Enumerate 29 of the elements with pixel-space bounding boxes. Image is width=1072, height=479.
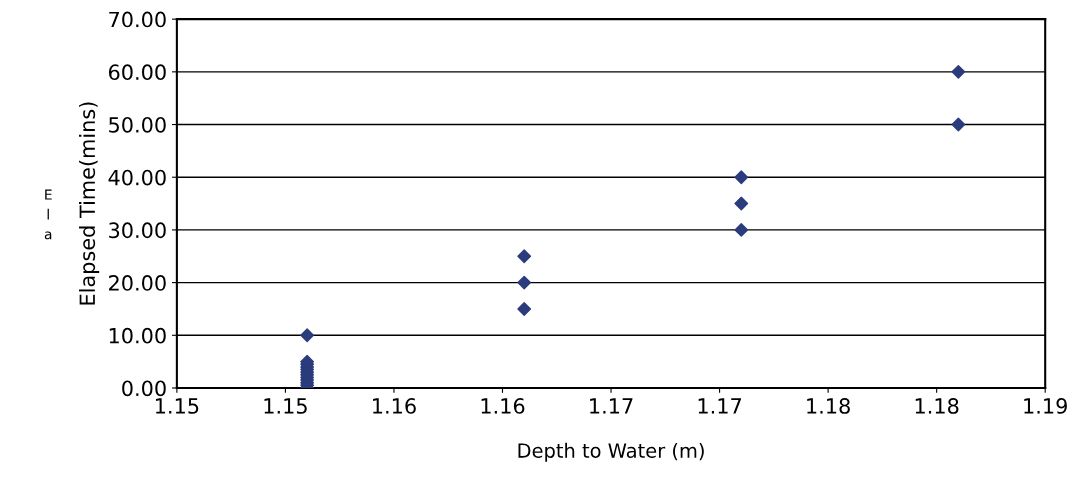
x-tick-label: 1.17 <box>698 398 741 414</box>
x-tick-label: 1.18 <box>915 398 959 414</box>
y-tick-label: 50.00 <box>109 116 166 133</box>
point <box>517 275 532 290</box>
y-tick-label: 0.00 <box>122 380 166 397</box>
x-axis-title: Depth to Water (m) <box>518 442 704 462</box>
x-tick-label: 1.15 <box>264 398 307 414</box>
y-tick-label: 60.00 <box>108 64 166 81</box>
x-tick-label: 1.17 <box>590 398 633 414</box>
x-tick-label: 1.16 <box>481 398 525 414</box>
x-tick-label: 1.19 <box>1024 398 1067 414</box>
point <box>517 302 532 316</box>
y-tick-label: 10.00 <box>109 327 166 344</box>
x-tick-label: 1.16 <box>373 398 416 414</box>
x-tick-label: 1.15 <box>155 398 199 414</box>
y-tick-label: 70.00 <box>109 11 166 28</box>
point <box>517 249 532 264</box>
point <box>734 223 749 237</box>
y-tick-label: 40.00 <box>108 169 166 186</box>
y-axis-title: Elapsed Time(mins) <box>79 102 100 305</box>
point <box>734 196 749 211</box>
point <box>300 328 315 343</box>
x-tick-label: 1.18 <box>807 398 850 414</box>
point <box>951 64 966 79</box>
point <box>951 117 966 132</box>
y-tick-label: 30.00 <box>109 222 166 239</box>
point <box>734 170 749 185</box>
text: Ela <box>44 189 52 240</box>
y-tick-label: 20.00 <box>109 275 166 291</box>
